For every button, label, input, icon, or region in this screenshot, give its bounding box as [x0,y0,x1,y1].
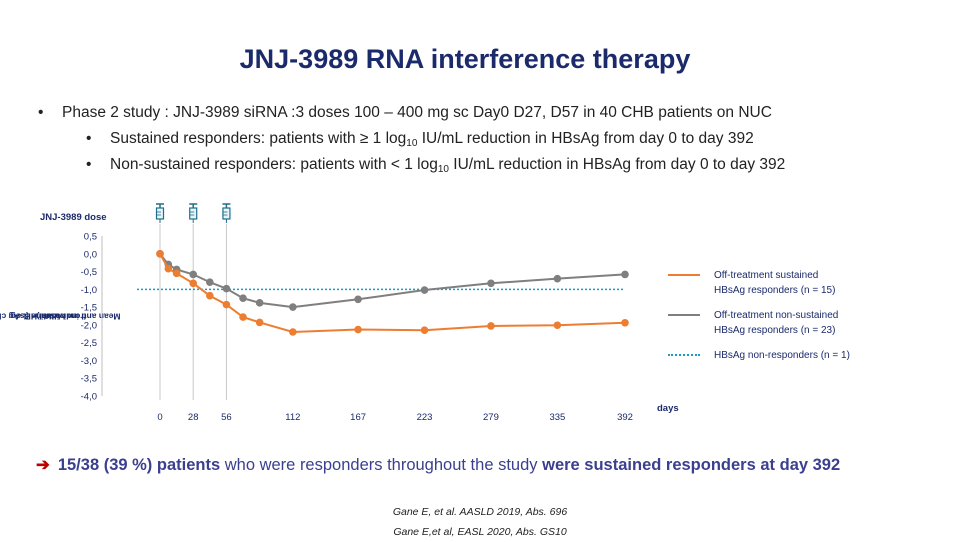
syringe-icon [155,203,165,223]
data-point [189,279,198,288]
bullet-sustained-post: IU/mL reduction in HBsAg from day 0 to d… [417,130,754,147]
conclusion-part3: were sustained responders at day 392 [542,456,841,474]
x-tick-label: 28 [188,412,199,423]
hbsag-line-chart: 0,5 0,0 -0,5 -1,0 -1,5 -2,0 -2,5 -3,0 -3,5 -4,0 0 2… [81,203,633,423]
y-tick-label: 0,0 [84,249,97,260]
y-tick-label: -3,0 [81,356,97,367]
data-point [239,313,247,321]
y-tick-label: -1,5 [81,303,97,314]
conclusion-part1: 15/38 (39 %) patients [57,456,221,474]
syringe-icon [189,203,198,223]
data-point [487,279,495,288]
legend-swatch-non-sustained [668,314,700,316]
data-point [621,318,629,327]
y-tick-label: -1,0 [81,285,97,296]
y-tick-label: -0,5 [81,267,97,278]
data-point [289,303,297,311]
x-axis-label: days [657,403,679,414]
data-point [255,299,264,307]
data-point [255,318,264,327]
data-point [553,274,562,283]
syringe-icon [222,203,231,223]
bullet-dot: • [86,130,92,147]
x-tick-label: 335 [549,412,565,423]
y-tick-label: -2,5 [81,338,97,349]
conclusion-text: ➔ 15/38 (39 %) patients who were responde… [36,455,840,475]
data-point [189,270,198,279]
data-point [172,269,181,278]
data-point [420,326,429,335]
x-tick-label: 279 [483,412,499,423]
slide-title: JNJ-3989 RNA interference therapy [239,44,691,74]
x-tick-label: 392 [617,412,633,423]
reference-1: Gane E, et al. AASLD 2019, Abs. 696 [392,506,568,518]
x-tick-label: 112 [285,412,300,423]
bullet-sustained: • Sustained responders: patients with ≥ … [38,126,938,152]
bullet-list: • Phase 2 study : JNJ-3989 siRNA :3 dose… [38,100,938,178]
y-tick-label: 0,5 [84,232,97,243]
series-line-0 [159,253,626,334]
data-point [206,291,214,300]
x-tick-label: 167 [350,412,366,423]
data-point [354,325,362,334]
legend-label-non-sustained: Off-treatment non-sustained HBsAg respon… [714,310,839,336]
data-point [222,284,231,293]
bullet-main-text: Phase 2 study : JNJ-3989 siRNA :3 doses … [62,104,772,121]
bullet-non-sustained-post: IU/mL reduction in HBsAg from day 0 to d… [448,156,786,173]
y-tick-label: -4,0 [81,392,97,403]
bullet-non-sustained-pre: Non-sustained responders: patients with … [110,156,438,173]
x-tick-label: 223 [417,412,433,423]
bullet-main: • Phase 2 study : JNJ-3989 siRNA :3 dose… [38,100,938,126]
bullet-sustained-pre: Sustained responders: patients with ≥ 1 … [110,130,407,147]
x-tick-label: 0 [157,412,162,423]
x-tick-label: 56 [221,412,232,423]
data-point [354,295,362,304]
data-point [239,294,247,303]
y-tick-label: -3,5 [81,374,97,385]
legend-swatch-non-responders [668,354,700,356]
log-subscript: 10 [406,138,418,149]
data-point [222,300,231,309]
data-point [487,322,495,330]
y-tick-label: -2,0 [81,320,97,331]
dose-label: JNJ-3989 dose [40,212,107,223]
data-point [156,249,164,258]
bullet-non-sustained: • Non-sustained responders: patients wit… [38,152,938,178]
data-point [420,286,429,294]
data-point [164,264,173,273]
arrow-icon: ➔ [36,456,50,474]
bullet-dot: • [86,156,92,173]
bullet-dot: • [38,104,44,121]
legend-label-sustained: Off-treatment sustained HBsAg responders… [714,270,836,296]
log-subscript: 10 [437,164,449,175]
references: Gane E, et al. AASLD 2019, Abs. 696 Gane… [0,502,960,542]
data-point [553,321,562,330]
data-point [289,328,297,336]
legend-label-non-responders: HBsAg non-responders (n = 1) [714,350,850,361]
data-point [206,278,214,287]
conclusion-part2: who were responders throughout the study [220,456,543,474]
legend-swatch-sustained [668,274,700,276]
data-point [621,270,629,279]
reference-2: Gane E,et al, EASL 2020, Abs. GS10 [393,526,567,538]
